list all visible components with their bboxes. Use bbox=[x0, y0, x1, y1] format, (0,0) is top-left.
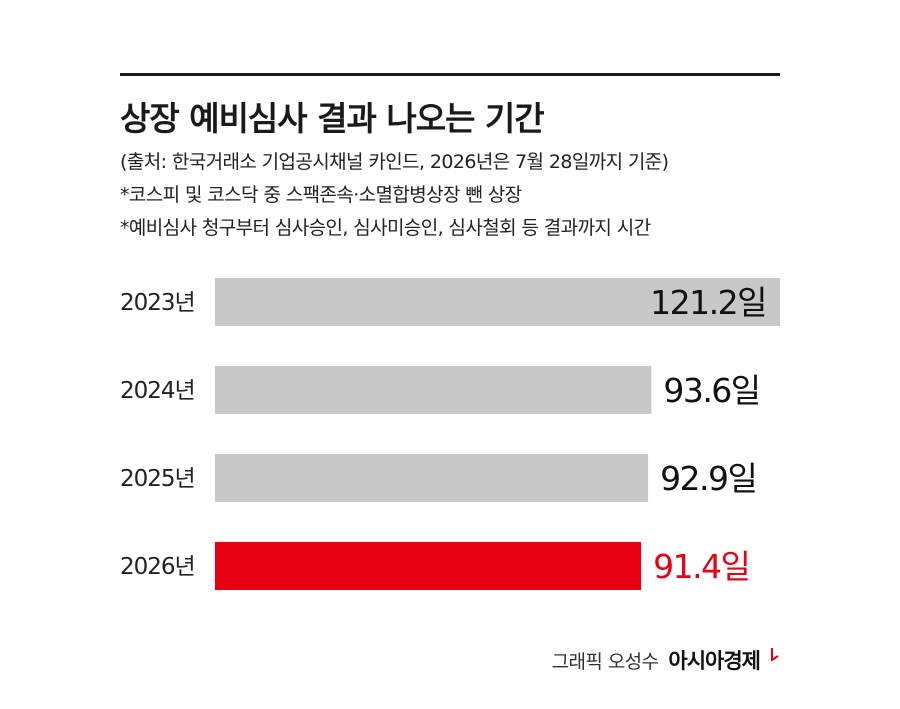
bar bbox=[215, 542, 642, 590]
value-label: 91.4일 bbox=[653, 547, 749, 586]
top-rule bbox=[120, 73, 780, 76]
brand-logo: 아시아경제 bbox=[668, 649, 761, 673]
category-label: 2023년 bbox=[120, 290, 195, 316]
chart-title: 상장 예비심사 결과 나오는 기간 bbox=[120, 99, 545, 138]
footer: 그래픽 오성수 아시아경제 bbox=[552, 645, 780, 675]
value-label: 121.2일 bbox=[650, 283, 766, 322]
brand-mark-icon bbox=[771, 648, 779, 661]
source-note: (출처: 한국거래소 기업공시채널 카인드, 2026년은 7월 28일까지 기… bbox=[120, 151, 669, 173]
category-label: 2026년 bbox=[120, 554, 195, 580]
value-label: 92.9일 bbox=[660, 459, 756, 498]
scope-note: *코스피 및 코스닥 중 스팩존속·소멸합병상장 뺀 상장 bbox=[120, 184, 522, 206]
category-label: 2025년 bbox=[120, 466, 195, 492]
bar bbox=[215, 366, 652, 414]
bar bbox=[215, 278, 780, 326]
value-label: 93.6일 bbox=[663, 371, 759, 410]
bar bbox=[215, 454, 649, 502]
category-label: 2024년 bbox=[120, 378, 195, 404]
definition-note: *예비심사 청구부터 심사승인, 심사미승인, 심사철회 등 결과까지 시간 bbox=[120, 217, 651, 239]
graphic-credit: 그래픽 오성수 bbox=[551, 650, 659, 673]
